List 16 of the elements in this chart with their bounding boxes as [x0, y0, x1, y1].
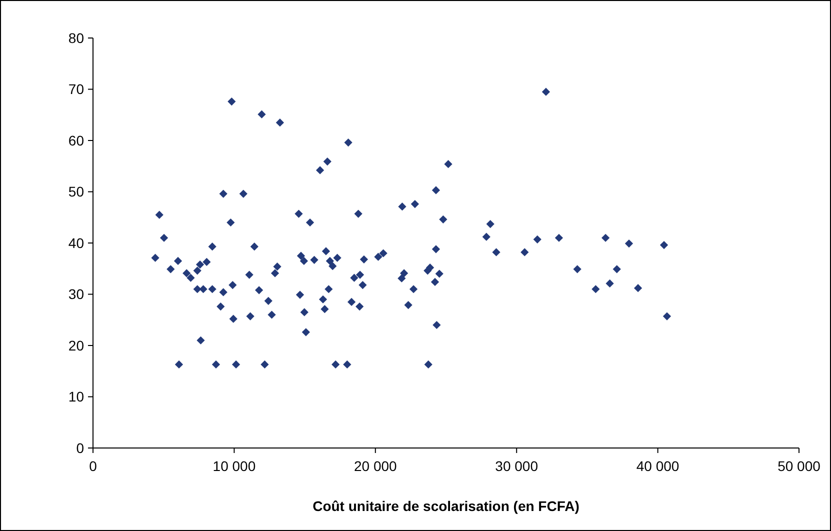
- x-tick-label: 50 000: [778, 458, 821, 474]
- y-tick-label: 20: [68, 337, 84, 354]
- y-tick-label: 70: [68, 81, 84, 98]
- y-tick-label: 60: [68, 132, 84, 148]
- y-tick-label: 50: [68, 184, 84, 200]
- x-tick-label: 40 000: [636, 458, 680, 474]
- y-tick-label: 0: [76, 440, 84, 456]
- x-tick-label: 10 000: [212, 458, 256, 474]
- y-tick-label: 80: [68, 30, 84, 46]
- x-axis-title: Coût unitaire de scolarisation (en FCFA): [312, 498, 580, 514]
- x-tick-label: 0: [89, 458, 98, 474]
- x-tick-label: 20 000: [354, 458, 398, 474]
- y-tick-label: 40: [68, 234, 84, 251]
- y-tick-label: 30: [68, 286, 84, 302]
- x-tick-label: 30 000: [495, 458, 538, 474]
- y-tick-label: 10: [68, 388, 84, 405]
